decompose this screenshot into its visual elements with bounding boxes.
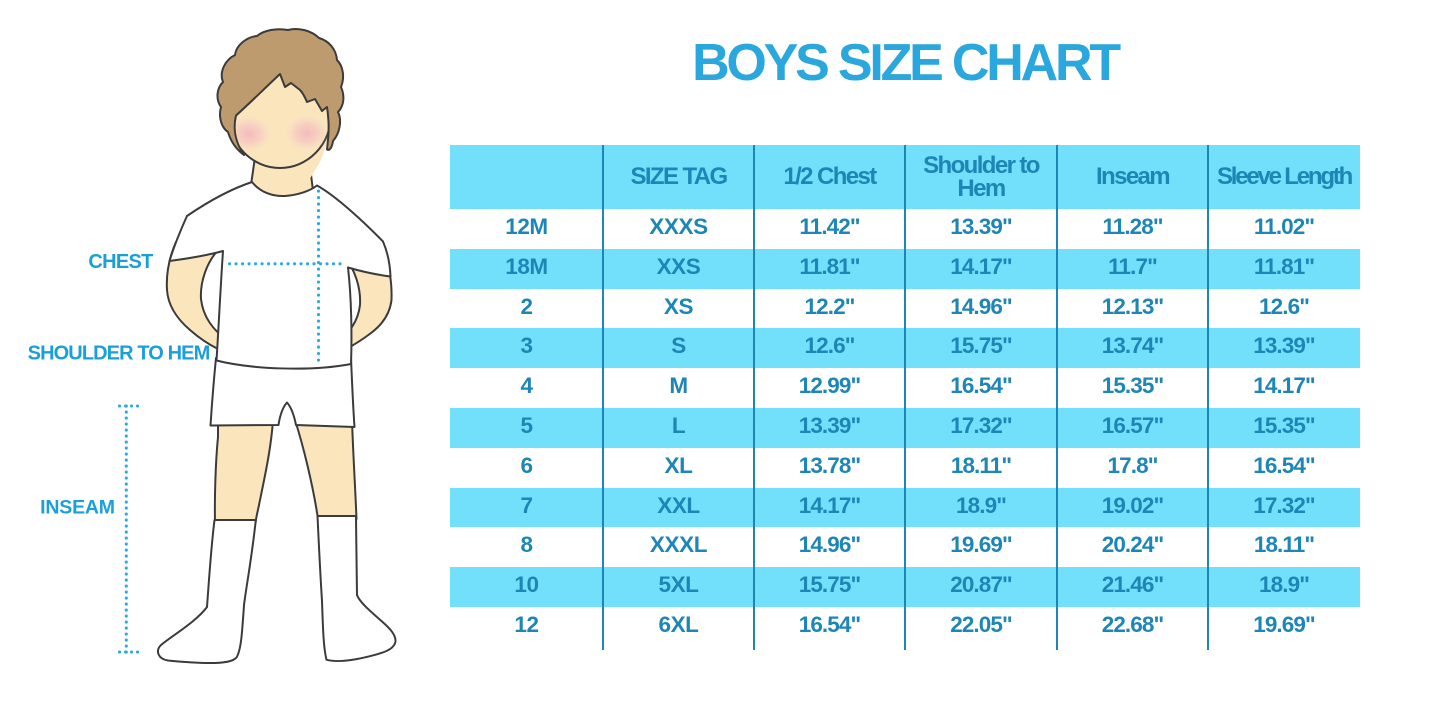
- svg-text:CHEST: CHEST: [88, 251, 153, 273]
- svg-text:SHOULDER TO HEM: SHOULDER TO HEM: [28, 343, 210, 365]
- svg-text:INSEAM: INSEAM: [40, 497, 115, 519]
